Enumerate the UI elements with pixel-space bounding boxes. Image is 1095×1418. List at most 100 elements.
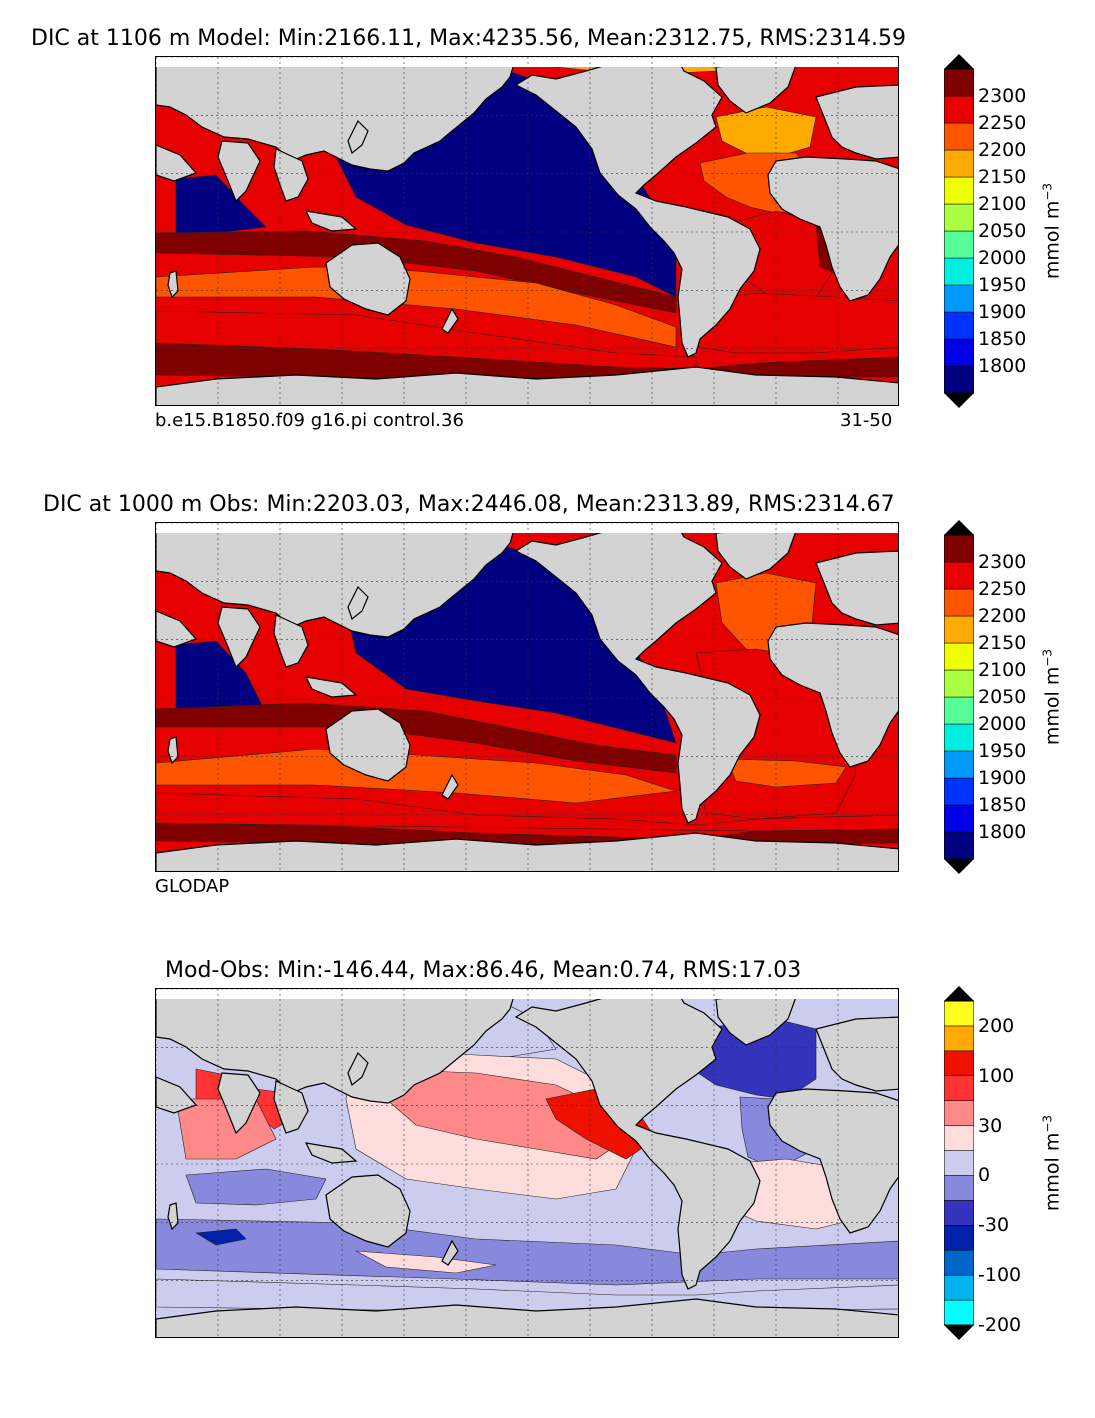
- colorbar-bin: [944, 257, 974, 286]
- colorbar-tick-label: -30: [978, 1214, 1010, 1237]
- colorbar-bin: [944, 561, 974, 590]
- colorbar-bin: [944, 1225, 974, 1251]
- colorbar-tick-label: 100: [978, 1064, 1015, 1087]
- colorbar-bin: [944, 1125, 974, 1151]
- land-africa: [767, 156, 898, 302]
- colorbar-tick-label: 2000: [978, 247, 1027, 269]
- colorbar-bin: [944, 831, 974, 860]
- colorbar-frame: [944, 534, 974, 860]
- model-colorbar-unit: mmol m−3: [1040, 182, 1064, 280]
- land-eurasia: [156, 989, 517, 1104]
- colorbar-tick-label: 2300: [978, 551, 1027, 573]
- land-americas: [514, 989, 761, 1290]
- colorbar-bin: [944, 284, 974, 313]
- land-australia: [325, 708, 411, 782]
- no-data-north: [156, 57, 898, 67]
- diff-colorbar-unit: mmol m−3: [1040, 1114, 1064, 1212]
- colorbar-bin: [944, 1075, 974, 1101]
- colorbar-extend-low: [944, 393, 974, 408]
- colorbar-tick-label: -200: [978, 1314, 1022, 1336]
- land-indonesia: [304, 210, 358, 232]
- land-arabia: [156, 610, 198, 648]
- model-years: 31-50: [840, 410, 893, 431]
- colorbar-bin: [944, 669, 974, 698]
- colorbar-bin: [944, 203, 974, 232]
- model-colorbar: [944, 54, 974, 408]
- colorbar-tick-label: 1950: [978, 274, 1027, 296]
- land-africa: [767, 622, 898, 768]
- colorbar-tick-label: 2100: [978, 193, 1027, 215]
- model-map: [155, 56, 899, 406]
- colorbar-bin: [944, 534, 974, 563]
- obs-source-label: GLODAP: [155, 876, 230, 897]
- land-antarctica: [156, 1298, 898, 1337]
- colorbar-bin: [944, 338, 974, 367]
- field-region-southern-blue: [156, 1218, 898, 1286]
- diff-map: [155, 988, 899, 1338]
- colorbar-extend-high: [944, 986, 974, 1001]
- land-africa: [767, 1088, 898, 1234]
- land-indochina: [273, 1080, 309, 1134]
- land-indochina: [273, 614, 309, 668]
- colorbar-bin: [944, 1274, 974, 1301]
- colorbar-bin: [944, 723, 974, 752]
- colorbar-bin: [944, 1175, 974, 1201]
- colorbar-tick-label: 2200: [978, 139, 1027, 161]
- colorbar-extend-high: [944, 520, 974, 535]
- land-antarctica: [156, 832, 898, 871]
- field-region-deep-blue-patches: [195, 1228, 247, 1246]
- obs-panel: DIC at 1000 m Obs: Min:2203.03, Max:2446…: [0, 492, 1095, 952]
- land-newzealand: [441, 773, 459, 800]
- colorbar-bin: [944, 122, 974, 151]
- colorbar-tick-label: 1900: [978, 301, 1027, 323]
- colorbar-tick-label: 2150: [978, 166, 1027, 188]
- land-americas: [514, 57, 761, 358]
- model-case-name: b.e15.B1850.f09 g16.pi control.36: [155, 410, 464, 431]
- colorbar-tick-label: -100: [978, 1264, 1022, 1287]
- land-india: [217, 1072, 261, 1135]
- land-eurasia-east: [815, 550, 898, 626]
- no-data-north: [156, 523, 898, 533]
- colorbar-bin: [944, 1025, 974, 1052]
- colorbar-bin: [944, 1050, 974, 1077]
- colorbar-tick-label: 2000: [978, 713, 1027, 735]
- colorbar-extend-high: [944, 54, 974, 69]
- colorbar-bin: [944, 1249, 974, 1276]
- colorbar-bin: [944, 588, 974, 617]
- obs-map: [155, 522, 899, 872]
- model-panel: DIC at 1106 m Model: Min:2166.11, Max:42…: [0, 26, 1095, 486]
- colorbar-bin: [944, 95, 974, 124]
- land-indonesia: [304, 1142, 358, 1164]
- colorbar-tick-label: 0: [978, 1164, 991, 1187]
- land-indochina: [273, 148, 309, 202]
- land-india: [217, 140, 261, 203]
- colorbar-tick-label: 1800: [978, 355, 1027, 377]
- colorbar-tick-label: 2300: [978, 85, 1027, 107]
- colorbar-tick-label: 1850: [978, 328, 1027, 350]
- colorbar-bin: [944, 1000, 974, 1027]
- colorbar-extend-low: [944, 859, 974, 874]
- land-newzealand: [441, 307, 459, 334]
- colorbar-tick-label: 2200: [978, 605, 1027, 627]
- colorbar-bin: [944, 365, 974, 394]
- colorbar-bin: [944, 750, 974, 779]
- obs-colorbar: [944, 520, 974, 874]
- colorbar-tick-label: 30: [978, 1114, 1003, 1137]
- diff-title: Mod-Obs: Min:-146.44, Max:86.46, Mean:0.…: [165, 958, 802, 983]
- model-title: DIC at 1106 m Model: Min:2166.11, Max:42…: [31, 26, 906, 51]
- land-arabia: [156, 1076, 198, 1114]
- land-australia: [325, 242, 411, 316]
- field-region-indian-blue: [185, 1168, 327, 1206]
- colorbar-bin: [944, 149, 974, 178]
- colorbar-tick-label: 1800: [978, 821, 1027, 843]
- diff-colorbar: [944, 986, 974, 1340]
- colorbar-tick-label: 1900: [978, 767, 1027, 789]
- colorbar-tick-label: 2150: [978, 632, 1027, 654]
- colorbar-tick-label: 2050: [978, 686, 1027, 708]
- colorbar-bin: [944, 311, 974, 340]
- colorbar-tick-label: 2250: [978, 112, 1027, 134]
- land-indonesia: [304, 676, 358, 698]
- colorbar-tick-label: 200: [978, 1014, 1015, 1037]
- land-eurasia-east: [815, 1016, 898, 1092]
- colorbar-bin: [944, 1200, 974, 1226]
